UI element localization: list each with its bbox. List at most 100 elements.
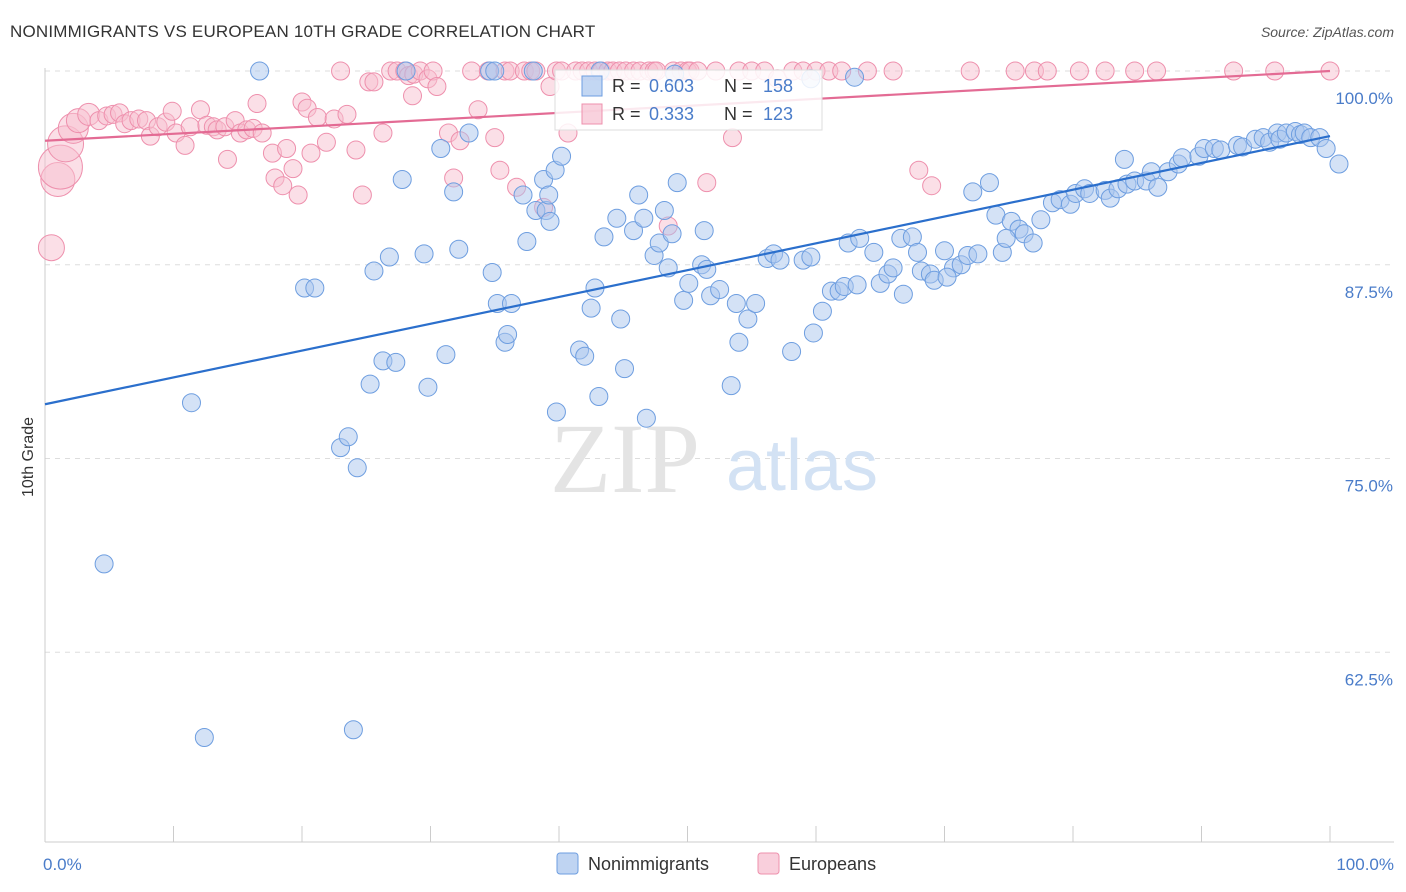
nonimmigrants-point <box>847 275 867 295</box>
europeans-point <box>722 128 742 148</box>
y-axis-title: 10th Grade <box>20 417 37 497</box>
nonimmigrants-point <box>94 554 114 574</box>
stats-legend: R = 0.603 N = 158 R = 0.333 N = 123 <box>554 69 823 131</box>
europeans-point <box>277 139 297 158</box>
nonimmigrants-point <box>746 294 766 313</box>
nonimmigrants-point <box>552 146 572 166</box>
nonimmigrants-point <box>845 67 865 87</box>
nonimmigrants-point <box>546 402 566 422</box>
europeans-point <box>1005 61 1025 81</box>
nonimmigrants-point <box>418 377 438 397</box>
stats-n-label-europeans: N = <box>724 104 753 124</box>
europeans-point <box>247 94 267 114</box>
europeans-point <box>1125 61 1145 81</box>
nonimmigrants-point <box>444 182 464 202</box>
nonimmigrants-point <box>513 185 533 205</box>
nonimmigrants-point <box>1031 210 1051 230</box>
europeans-point <box>283 159 303 179</box>
nonimmigrants-point <box>729 332 749 352</box>
nonimmigrants-point <box>498 325 518 344</box>
nonimmigrants-point <box>883 258 903 278</box>
legend-label-europeans[interactable]: Europeans <box>789 854 876 874</box>
nonimmigrants-point <box>649 233 669 253</box>
nonimmigrants-point <box>697 259 717 279</box>
y-tick-label: 62.5% <box>1345 670 1393 689</box>
nonimmigrants-point <box>654 201 674 220</box>
source-label: Source: ZipAtlas.com <box>1260 24 1394 40</box>
nonimmigrants-point <box>449 239 469 259</box>
stats-r-nonimmigrants: 0.603 <box>649 76 694 96</box>
europeans-point <box>1069 61 1089 81</box>
nonimmigrants-point <box>864 242 884 262</box>
europeans-point <box>490 160 510 180</box>
nonimmigrants-point <box>963 182 983 202</box>
nonimmigrants-point <box>634 208 654 228</box>
nonimmigrants-point <box>396 61 416 81</box>
stats-r-label-nonimmigrants: R = <box>612 76 641 96</box>
nonimmigrants-point <box>803 323 823 343</box>
nonimmigrants-point <box>1329 154 1349 174</box>
nonimmigrants-point <box>1172 148 1192 168</box>
nonimmigrants-point <box>611 309 631 329</box>
x-tick-label-min: 0.0% <box>43 855 82 874</box>
legend-swatch-nonimmigrants[interactable] <box>556 852 579 875</box>
nonimmigrants-point <box>1023 233 1043 253</box>
nonimmigrants-point <box>517 232 537 251</box>
europeans-point <box>346 140 366 160</box>
nonimmigrants-point <box>581 298 601 318</box>
stats-swatch-nonimmigrants <box>581 75 603 97</box>
nonimmigrants-point <box>386 352 406 372</box>
stats-r-label-europeans: R = <box>612 104 641 124</box>
nonimmigrants-trend-line <box>44 135 1331 406</box>
y-tick-label: 75.0% <box>1345 477 1393 496</box>
europeans-point <box>316 132 336 152</box>
legend-label-nonimmigrants[interactable]: Nonimmigrants <box>588 854 709 874</box>
legend-swatch-europeans[interactable] <box>757 852 780 875</box>
tick-labels: 62.5% 75.0% 87.5% 100.0% 0.0% 100.0% <box>43 89 1394 874</box>
nonimmigrants-point <box>908 242 928 262</box>
chart-title: NONIMMIGRANTS VS EUROPEAN 10TH GRADE COR… <box>10 22 596 41</box>
nonimmigrants-point <box>414 244 434 264</box>
europeans-point <box>175 135 195 155</box>
europeans-point <box>288 185 308 205</box>
europeans-point <box>37 234 65 262</box>
stats-r-europeans: 0.333 <box>649 104 694 124</box>
stats-swatch-europeans <box>581 103 603 125</box>
nonimmigrants-point <box>979 173 999 193</box>
nonimmigrants-point <box>501 294 521 313</box>
europeans-point <box>462 61 482 81</box>
nonimmigrants-point <box>782 342 802 362</box>
nonimmigrants-point <box>431 139 451 158</box>
nonimmigrants-points <box>94 61 1349 747</box>
y-tick-label: 87.5% <box>1345 283 1393 302</box>
nonimmigrants-point <box>459 123 479 143</box>
nonimmigrants-point <box>485 61 505 81</box>
nonimmigrants-point <box>629 185 649 205</box>
nonimmigrants-point <box>194 728 214 747</box>
europeans-point <box>909 160 929 180</box>
nonimmigrants-point <box>770 250 790 270</box>
nonimmigrants-point <box>937 267 957 287</box>
europeans-point <box>468 100 488 120</box>
nonimmigrants-point <box>624 221 644 241</box>
europeans-point <box>423 61 443 81</box>
nonimmigrants-point <box>812 301 832 321</box>
europeans-point <box>307 108 327 127</box>
nonimmigrants-point <box>343 720 363 740</box>
nonimmigrants-point <box>726 294 746 313</box>
nonimmigrants-point <box>594 227 614 247</box>
europeans-point <box>373 123 393 143</box>
nonimmigrants-point <box>305 278 325 298</box>
nonimmigrants-point <box>738 309 758 329</box>
nonimmigrants-point <box>347 458 367 478</box>
nonimmigrants-point <box>607 208 627 228</box>
nonimmigrants-point <box>710 280 730 300</box>
europeans-point <box>217 149 237 169</box>
europeans-point <box>252 123 272 143</box>
bottom-legend: Nonimmigrants Europeans <box>556 852 876 875</box>
nonimmigrants-point <box>482 263 502 282</box>
nonimmigrants-point <box>338 427 358 447</box>
europeans-point <box>922 176 942 196</box>
nonimmigrants-point <box>968 244 988 264</box>
